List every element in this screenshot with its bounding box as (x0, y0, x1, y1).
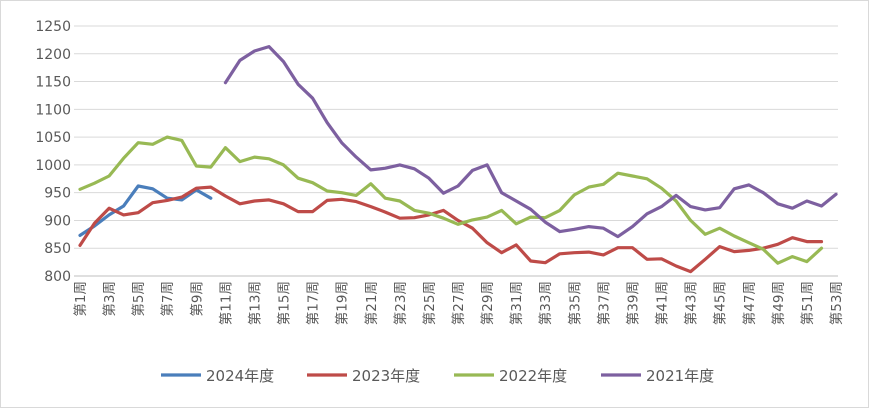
x-tick-label: 第13周 (246, 281, 263, 325)
x-tick-label: 第33周 (537, 281, 554, 325)
x-tick-label: 第47周 (741, 281, 758, 325)
x-tick-label: 第25周 (421, 281, 438, 325)
series-line (78, 135, 824, 265)
x-tick-label: 第15周 (276, 281, 293, 325)
legend-label: 2022年度 (499, 367, 567, 385)
x-tick-label: 第41周 (654, 281, 671, 325)
y-tick-label: 1200 (35, 47, 71, 63)
x-tick-label: 第11周 (217, 281, 234, 325)
x-tick-label: 第31周 (508, 281, 525, 325)
y-tick-label: 1250 (35, 19, 71, 35)
x-tick-label: 第43周 (683, 281, 700, 325)
x-tick-label: 第21周 (363, 281, 380, 325)
y-tick-label: 950 (44, 186, 71, 202)
series-line (78, 184, 213, 237)
x-tick-label: 第35周 (566, 281, 583, 325)
legend-label: 2024年度 (206, 367, 274, 385)
y-tick-label: 1100 (35, 102, 71, 118)
x-tick-label: 第37周 (595, 281, 612, 325)
x-tick-label: 第9周 (188, 281, 205, 317)
x-tick-label: 第1周 (72, 281, 89, 317)
x-tick-label: 第49周 (770, 281, 787, 325)
x-tick-label: 第3周 (101, 281, 118, 317)
series-line (78, 185, 824, 274)
y-tick-label: 1050 (35, 130, 71, 146)
y-tick-label: 800 (44, 269, 71, 285)
y-tick-label: 900 (44, 213, 71, 229)
x-tick-label: 第27周 (450, 281, 467, 325)
y-axis-ticks: 800 850 900 950 1000 1050 1100 1150 1200 1250 (35, 19, 71, 285)
x-tick-label: 第17周 (305, 281, 322, 325)
x-tick-label: 第51周 (799, 281, 816, 325)
legend-label: 2021年度 (646, 367, 714, 385)
x-tick-label: 第5周 (130, 281, 147, 317)
legend-label: 2023年度 (352, 367, 420, 385)
y-tick-label: 1000 (35, 158, 71, 174)
series-lines (78, 44, 838, 274)
x-tick-label: 第23周 (392, 281, 409, 325)
x-tick-label: 第39周 (624, 281, 641, 325)
x-tick-label: 第45周 (712, 281, 729, 325)
y-tick-label: 1150 (35, 75, 71, 91)
x-tick-label: 第53周 (828, 281, 845, 325)
y-tick-label: 850 (44, 241, 71, 257)
x-tick-label: 第19周 (334, 281, 351, 325)
legend: 2024年度 2023年度 2022年度 2021年度 (161, 367, 714, 385)
x-tick-label: 第7周 (159, 281, 176, 317)
x-axis-ticks: 第1周 第3周 第5周 第7周 第9周 第11周 第13周 第15周 第17周 第19周 第21周第… (72, 281, 845, 325)
series-line (223, 44, 838, 239)
x-tick-label: 第29周 (479, 281, 496, 325)
